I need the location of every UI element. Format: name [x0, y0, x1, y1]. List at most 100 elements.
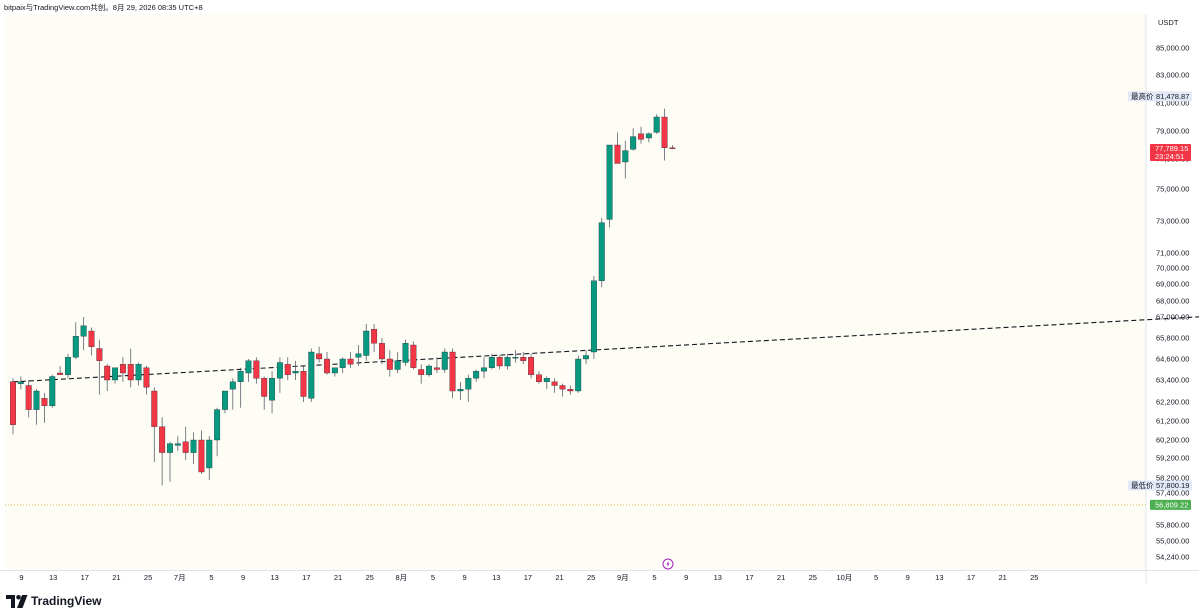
candle[interactable]: [638, 126, 644, 144]
candle-body-up: [33, 390, 40, 410]
candle[interactable]: [127, 348, 134, 388]
candle[interactable]: [536, 371, 542, 384]
candle[interactable]: [355, 345, 362, 366]
trendline[interactable]: [12, 313, 1199, 383]
tradingview-logo[interactable]: TradingView: [6, 594, 101, 608]
candle[interactable]: [551, 378, 558, 393]
candle[interactable]: [331, 367, 338, 377]
candle[interactable]: [253, 357, 260, 384]
candle[interactable]: [300, 366, 307, 402]
candle[interactable]: [339, 357, 346, 373]
candle[interactable]: [292, 360, 299, 380]
candle[interactable]: [433, 357, 440, 373]
candle[interactable]: [206, 436, 213, 480]
candle[interactable]: [190, 432, 197, 464]
candle[interactable]: [590, 276, 597, 359]
candle[interactable]: [221, 390, 228, 414]
candle[interactable]: [583, 350, 589, 365]
candle[interactable]: [261, 376, 268, 410]
candle[interactable]: [65, 353, 71, 379]
candle[interactable]: [575, 355, 582, 393]
candle[interactable]: [151, 387, 158, 462]
candle[interactable]: [276, 357, 283, 393]
candle[interactable]: [49, 374, 56, 408]
candle[interactable]: [386, 350, 393, 377]
candle[interactable]: [567, 385, 574, 395]
candle[interactable]: [410, 341, 417, 370]
candle-body-down: [449, 351, 456, 392]
candle[interactable]: [17, 376, 24, 390]
candle[interactable]: [653, 114, 660, 134]
candle[interactable]: [559, 383, 566, 397]
candle[interactable]: [614, 132, 621, 164]
candle[interactable]: [606, 144, 613, 228]
candle[interactable]: [630, 128, 637, 151]
candle[interactable]: [57, 366, 64, 375]
candle[interactable]: [512, 350, 519, 363]
candle[interactable]: [465, 374, 472, 402]
candle[interactable]: [645, 132, 652, 143]
chart-area[interactable]: USDT 85,000.00 83,000.00 81,000.00 79,000.0…: [0, 14, 1199, 584]
candle[interactable]: [245, 359, 252, 382]
candle[interactable]: [237, 367, 244, 408]
candle[interactable]: [543, 376, 550, 390]
candle[interactable]: [661, 108, 668, 161]
candle[interactable]: [104, 364, 111, 391]
candle[interactable]: [72, 322, 79, 359]
candle-body-up: [339, 358, 346, 368]
candle[interactable]: [41, 392, 48, 423]
candle[interactable]: [520, 352, 527, 365]
candle[interactable]: [481, 357, 487, 379]
candle[interactable]: [198, 430, 205, 475]
candle[interactable]: [504, 353, 511, 370]
candle[interactable]: [229, 378, 236, 410]
candle[interactable]: [10, 378, 16, 435]
candle[interactable]: [441, 348, 448, 374]
candle[interactable]: [394, 352, 401, 373]
price-tick-label: 61,200.00: [1156, 417, 1189, 426]
candle[interactable]: [33, 389, 40, 425]
candle[interactable]: [174, 436, 181, 451]
candle[interactable]: [80, 317, 87, 351]
candle[interactable]: [135, 362, 142, 386]
candle[interactable]: [598, 217, 605, 288]
candle[interactable]: [88, 327, 95, 356]
candle[interactable]: [182, 426, 189, 460]
candle[interactable]: [316, 346, 323, 363]
candlestick-chart[interactable]: USDT 85,000.00 83,000.00 81,000.00 79,000.0…: [0, 14, 1199, 584]
candle[interactable]: [622, 140, 629, 179]
candle[interactable]: [167, 441, 173, 482]
high-price-tag-label: 最高价: [1131, 91, 1154, 101]
candle-body-down: [41, 398, 48, 406]
candle[interactable]: [528, 353, 535, 379]
candle[interactable]: [284, 357, 291, 380]
candle[interactable]: [418, 364, 425, 384]
candle-body-up: [292, 371, 299, 374]
candle[interactable]: [426, 364, 432, 377]
candle[interactable]: [669, 145, 676, 150]
candle[interactable]: [496, 355, 503, 370]
candle[interactable]: [449, 348, 456, 399]
candle[interactable]: [112, 367, 118, 384]
candle-body-down: [198, 439, 205, 473]
price-tick-label: 73,000.00: [1156, 217, 1189, 226]
candle[interactable]: [96, 339, 103, 395]
candle[interactable]: [347, 352, 354, 368]
candle[interactable]: [308, 348, 315, 403]
candle[interactable]: [488, 353, 495, 370]
candle[interactable]: [363, 324, 370, 361]
candle[interactable]: [378, 338, 385, 365]
candle[interactable]: [159, 417, 166, 486]
time-axis-background[interactable]: [0, 570, 1146, 584]
candle[interactable]: [214, 407, 221, 457]
candle[interactable]: [269, 371, 275, 414]
candle[interactable]: [119, 357, 126, 382]
candle[interactable]: [457, 381, 464, 401]
candle[interactable]: [324, 352, 330, 375]
candle[interactable]: [25, 380, 32, 418]
candle[interactable]: [371, 324, 378, 352]
lightning-icon[interactable]: [662, 558, 674, 570]
candle[interactable]: [143, 366, 150, 395]
candle[interactable]: [402, 339, 409, 366]
candle[interactable]: [473, 369, 480, 382]
